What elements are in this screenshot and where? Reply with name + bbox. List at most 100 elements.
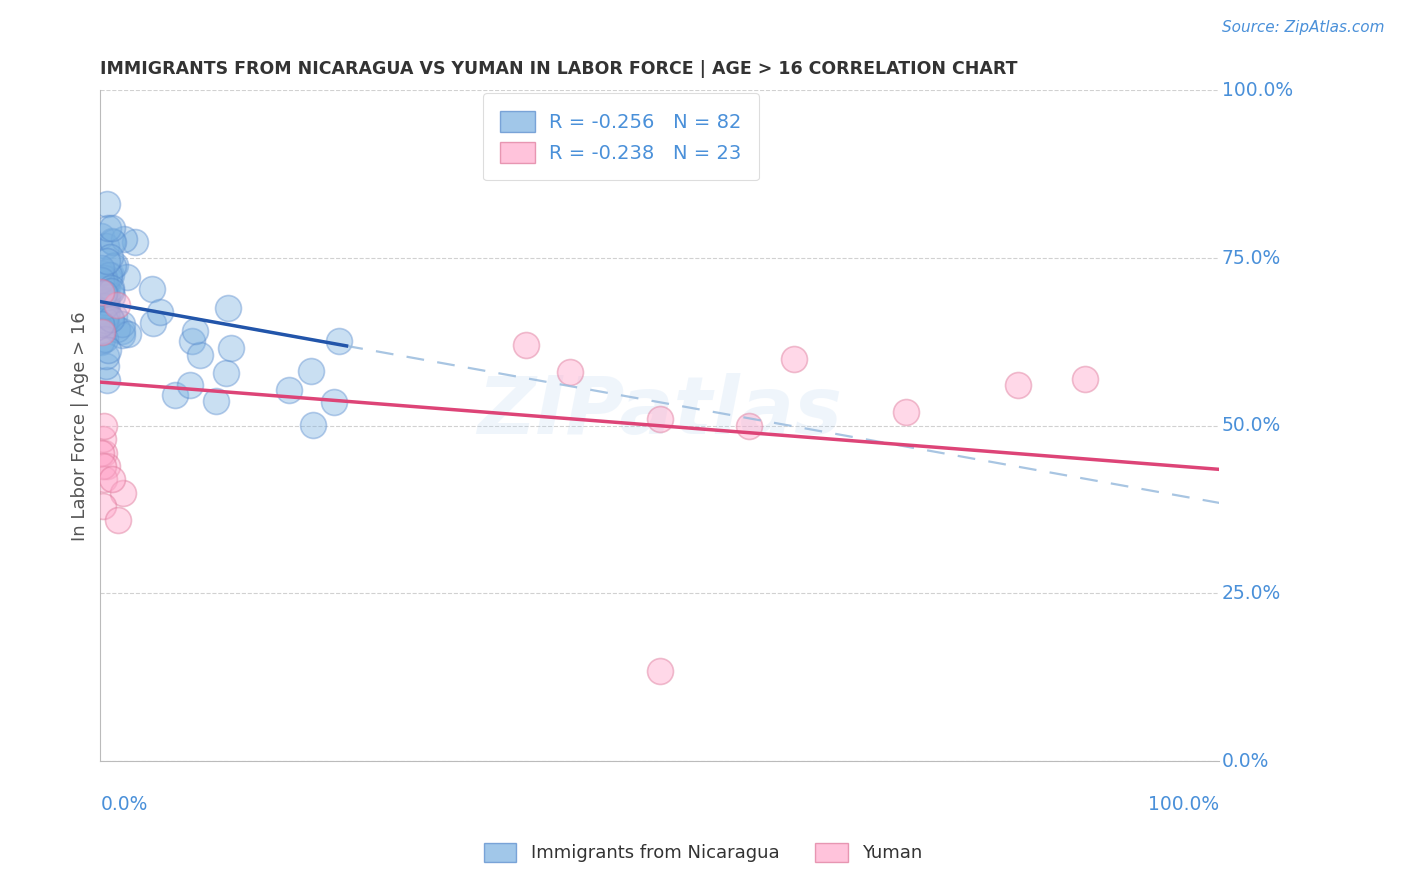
Point xyxy=(93,277,115,292)
Point xyxy=(93,418,115,433)
Point xyxy=(101,220,124,235)
Point xyxy=(894,405,917,419)
Point xyxy=(91,325,114,339)
Point xyxy=(93,274,115,288)
Point xyxy=(90,273,112,287)
Point xyxy=(100,281,122,295)
Point xyxy=(96,281,118,295)
Point xyxy=(97,343,120,357)
Point xyxy=(91,432,114,446)
Point xyxy=(90,262,112,277)
Point xyxy=(90,445,112,459)
Point xyxy=(141,282,163,296)
Point xyxy=(115,269,138,284)
Point xyxy=(100,284,122,298)
Point xyxy=(96,253,118,268)
Point xyxy=(94,299,117,313)
Point xyxy=(103,235,125,249)
Point xyxy=(93,303,115,318)
Point xyxy=(90,318,112,332)
Point xyxy=(90,229,112,244)
Point xyxy=(1074,372,1097,386)
Text: 75.0%: 75.0% xyxy=(1222,249,1281,268)
Point xyxy=(101,234,124,248)
Point xyxy=(91,308,114,322)
Point xyxy=(98,268,121,283)
Point xyxy=(96,290,118,304)
Point xyxy=(94,291,117,305)
Point xyxy=(93,286,115,301)
Point xyxy=(149,304,172,318)
Point xyxy=(100,472,122,486)
Point xyxy=(188,348,211,362)
Text: 100.0%: 100.0% xyxy=(1222,81,1292,100)
Point xyxy=(184,324,207,338)
Point xyxy=(91,315,114,329)
Point xyxy=(94,316,117,330)
Point xyxy=(648,664,671,678)
Point xyxy=(98,250,121,264)
Point xyxy=(217,301,239,316)
Point xyxy=(90,260,112,275)
Point xyxy=(111,486,134,500)
Point xyxy=(91,333,114,347)
Point xyxy=(105,298,128,312)
Point xyxy=(94,332,117,346)
Y-axis label: In Labor Force | Age > 16: In Labor Force | Age > 16 xyxy=(72,311,89,541)
Point xyxy=(101,259,124,273)
Point xyxy=(180,334,202,349)
Point xyxy=(97,221,120,235)
Text: IMMIGRANTS FROM NICARAGUA VS YUMAN IN LABOR FORCE | AGE > 16 CORRELATION CHART: IMMIGRANTS FROM NICARAGUA VS YUMAN IN LA… xyxy=(100,60,1018,78)
Point xyxy=(90,266,112,280)
Point xyxy=(515,338,537,352)
Point xyxy=(96,305,118,319)
Point xyxy=(301,417,323,432)
Point xyxy=(124,235,146,250)
Text: 100.0%: 100.0% xyxy=(1149,795,1219,814)
Text: 0.0%: 0.0% xyxy=(1222,752,1268,771)
Point xyxy=(96,458,118,473)
Point xyxy=(112,232,135,246)
Point xyxy=(93,282,115,296)
Legend: Immigrants from Nicaragua, Yuman: Immigrants from Nicaragua, Yuman xyxy=(477,836,929,870)
Point xyxy=(93,472,115,486)
Point xyxy=(93,278,115,293)
Point xyxy=(94,308,117,322)
Point xyxy=(96,373,118,387)
Text: 0.0%: 0.0% xyxy=(100,795,148,814)
Point xyxy=(299,363,322,377)
Point xyxy=(221,341,243,355)
Point xyxy=(90,297,112,311)
Point xyxy=(100,288,122,302)
Point xyxy=(204,393,226,408)
Point xyxy=(96,279,118,293)
Point xyxy=(91,458,114,473)
Point xyxy=(93,270,115,285)
Point xyxy=(165,388,187,402)
Text: 50.0%: 50.0% xyxy=(1222,417,1281,435)
Point xyxy=(110,317,132,331)
Point xyxy=(91,295,114,310)
Point xyxy=(111,327,134,342)
Point xyxy=(91,323,114,337)
Point xyxy=(560,365,582,379)
Text: Source: ZipAtlas.com: Source: ZipAtlas.com xyxy=(1222,20,1385,35)
Point xyxy=(94,239,117,253)
Point xyxy=(90,334,112,349)
Point xyxy=(215,366,238,380)
Point xyxy=(91,500,114,514)
Point xyxy=(117,326,139,341)
Point xyxy=(94,312,117,326)
Point xyxy=(1007,378,1029,392)
Point xyxy=(142,316,165,330)
Point xyxy=(107,513,129,527)
Legend: R = -0.256   N = 82, R = -0.238   N = 23: R = -0.256 N = 82, R = -0.238 N = 23 xyxy=(482,94,759,180)
Point xyxy=(91,303,114,318)
Point xyxy=(328,334,350,348)
Point xyxy=(93,288,115,302)
Point xyxy=(105,322,128,336)
Text: 25.0%: 25.0% xyxy=(1222,584,1281,603)
Point xyxy=(94,350,117,364)
Point xyxy=(100,312,122,326)
Point xyxy=(104,258,127,272)
